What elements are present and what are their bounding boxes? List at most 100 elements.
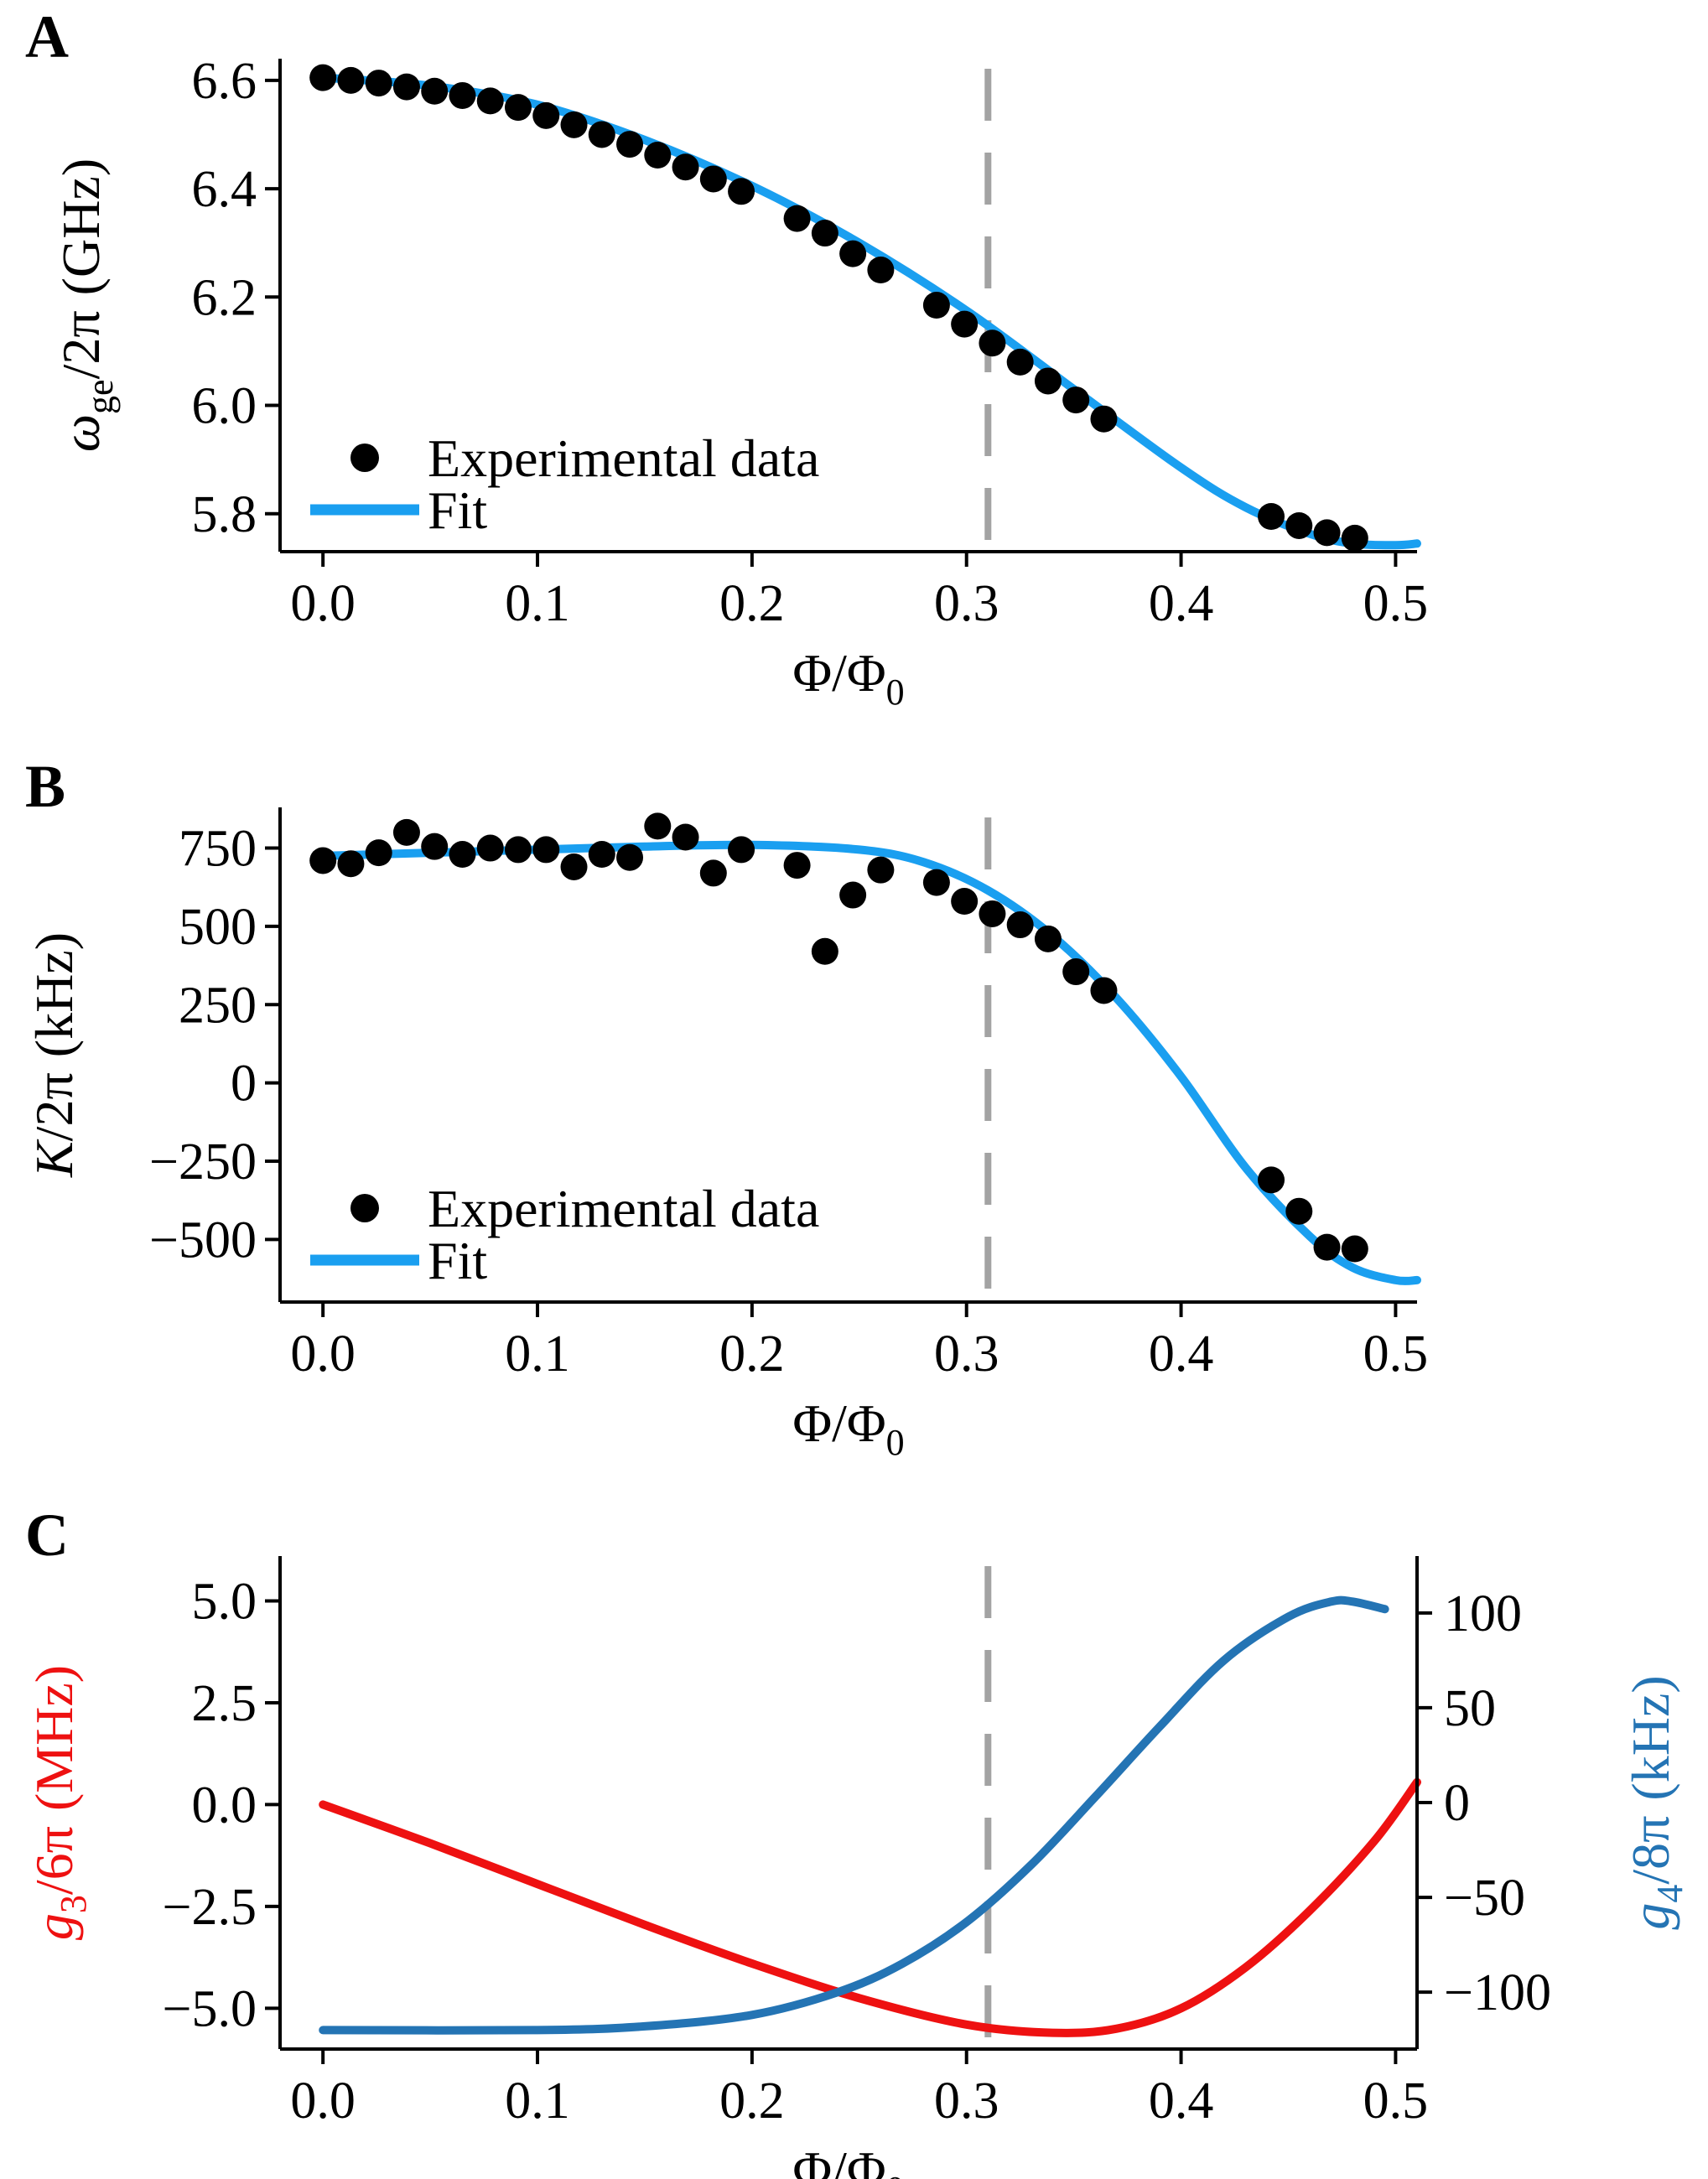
x-tick-label: 0.3 xyxy=(934,575,999,632)
data-point xyxy=(728,178,755,205)
x-tick-label: 0.2 xyxy=(719,2073,785,2130)
x-axis-title-sub: 0 xyxy=(886,2169,905,2179)
x-axis-title-main: Φ/Φ xyxy=(792,643,885,703)
legend-label-experimental: Experimental data xyxy=(428,428,819,488)
y-tick-label: −500 xyxy=(149,1211,257,1268)
x-tick-label: 0.0 xyxy=(290,575,356,632)
data-point xyxy=(449,81,476,109)
data-point xyxy=(476,834,504,862)
panel-c-chart: 0.00.10.20.30.40.5Φ/Φ0−5.0−2.50.02.55.0−… xyxy=(24,1556,1690,2179)
y-tick-label: 5.0 xyxy=(192,1573,257,1630)
y-axis-title: K/2π (kHz) xyxy=(24,932,84,1178)
y-right-title-unit: (kHz) xyxy=(1621,1675,1680,1800)
data-point xyxy=(392,818,420,846)
data-point xyxy=(783,852,811,879)
data-point xyxy=(1258,1166,1285,1194)
y-tick-label: 6.6 xyxy=(192,53,257,110)
data-point xyxy=(392,73,420,101)
data-point xyxy=(867,856,895,884)
data-point xyxy=(588,841,615,869)
y-tick-label: 0 xyxy=(231,1056,257,1113)
y-right-tick-label: 0 xyxy=(1444,1775,1470,1832)
x-tick-label: 0.5 xyxy=(1363,575,1429,632)
y-tick-label: 0.0 xyxy=(192,1777,257,1834)
data-point xyxy=(867,257,895,283)
data-point xyxy=(476,87,504,115)
data-point xyxy=(1285,511,1313,539)
y-axis-title-symbol: ω xyxy=(51,414,111,452)
y-right-tick-label: −50 xyxy=(1444,1870,1525,1927)
data-point xyxy=(1034,925,1062,952)
data-point xyxy=(783,205,811,232)
legend-label-fit: Fit xyxy=(428,480,487,540)
panel-b-chart: 0.0 0.1 0.2 0.3 0.4 0.5Φ/Φ0−500−2500250500750… xyxy=(24,807,1428,1463)
y-tick-label: 500 xyxy=(179,899,257,956)
data-point xyxy=(979,329,1006,357)
data-point xyxy=(560,853,588,880)
data-point xyxy=(449,841,476,869)
data-point xyxy=(504,94,532,122)
legend-marker-experimental xyxy=(350,1194,379,1222)
y-right-title-sub: 4 xyxy=(1649,1885,1690,1903)
data-point xyxy=(699,859,727,887)
data-point xyxy=(1090,977,1118,1004)
y-right-tick-label: 100 xyxy=(1444,1585,1522,1642)
x-tick-label: 0.0 xyxy=(290,2073,356,2130)
y-right-title-rest: /8π xyxy=(1621,1816,1680,1885)
data-point xyxy=(1258,503,1285,530)
data-point xyxy=(365,839,392,867)
panel-letter-a: A xyxy=(25,3,69,70)
data-point xyxy=(811,220,838,247)
y-tick-label: 5.8 xyxy=(192,486,257,543)
x-axis-title-sub: 0 xyxy=(886,672,905,713)
data-point xyxy=(504,836,532,864)
data-point xyxy=(365,70,392,97)
x-tick-label: 0.4 xyxy=(1149,1326,1214,1383)
x-tick-label: 0.3 xyxy=(934,1326,999,1383)
data-point xyxy=(728,836,755,864)
data-point xyxy=(1062,387,1090,414)
x-tick-label: 0.1 xyxy=(505,1326,570,1383)
y-tick-label: −5.0 xyxy=(163,1980,257,2037)
data-point xyxy=(1034,367,1062,395)
y-axis-title-rest: /2π xyxy=(51,310,111,379)
y-tick-label: 6.4 xyxy=(192,161,257,218)
y-tick-label: 6.0 xyxy=(192,378,257,435)
data-point xyxy=(309,847,337,874)
data-point xyxy=(672,823,699,851)
data-point xyxy=(1341,524,1368,552)
data-point xyxy=(922,869,950,896)
data-point xyxy=(644,812,672,840)
data-point xyxy=(1090,405,1118,433)
y-tick-label: 250 xyxy=(179,977,257,1034)
data-point xyxy=(839,881,867,909)
y-tick-label: −250 xyxy=(149,1134,257,1191)
y-right-tick-label: −100 xyxy=(1444,1964,1551,2021)
data-point xyxy=(1006,911,1034,939)
data-point xyxy=(951,310,979,338)
legend-marker-experimental xyxy=(350,444,379,472)
panel-letter-c: C xyxy=(25,1502,69,1569)
data-point xyxy=(1313,1233,1341,1261)
x-axis-title: Φ/Φ0 xyxy=(792,2140,904,2179)
data-point xyxy=(672,153,699,181)
x-tick-label: 0.1 xyxy=(505,2073,570,2130)
data-point xyxy=(588,121,615,148)
x-tick-label: 0.4 xyxy=(1149,2073,1214,2130)
data-point xyxy=(699,165,727,193)
y-left-title-sub: 3 xyxy=(53,1895,94,1913)
data-point xyxy=(1062,958,1090,986)
x-axis-title-sub: 0 xyxy=(886,1422,905,1463)
y-left-title-rest: /6π xyxy=(24,1826,84,1895)
y-axis-title: ωge/2π (GHz) xyxy=(51,158,121,452)
data-point xyxy=(839,240,867,267)
x-tick-label: 0.2 xyxy=(719,1326,785,1383)
x-axis-title: Φ/Φ0 xyxy=(792,1393,904,1463)
data-point xyxy=(951,888,979,916)
g3-curve xyxy=(319,1777,1421,2037)
data-point xyxy=(979,900,1006,927)
y-tick-label: 750 xyxy=(179,821,257,878)
x-axis-title: Φ/Φ0 xyxy=(792,643,904,713)
g4-curve xyxy=(319,1595,1389,2035)
